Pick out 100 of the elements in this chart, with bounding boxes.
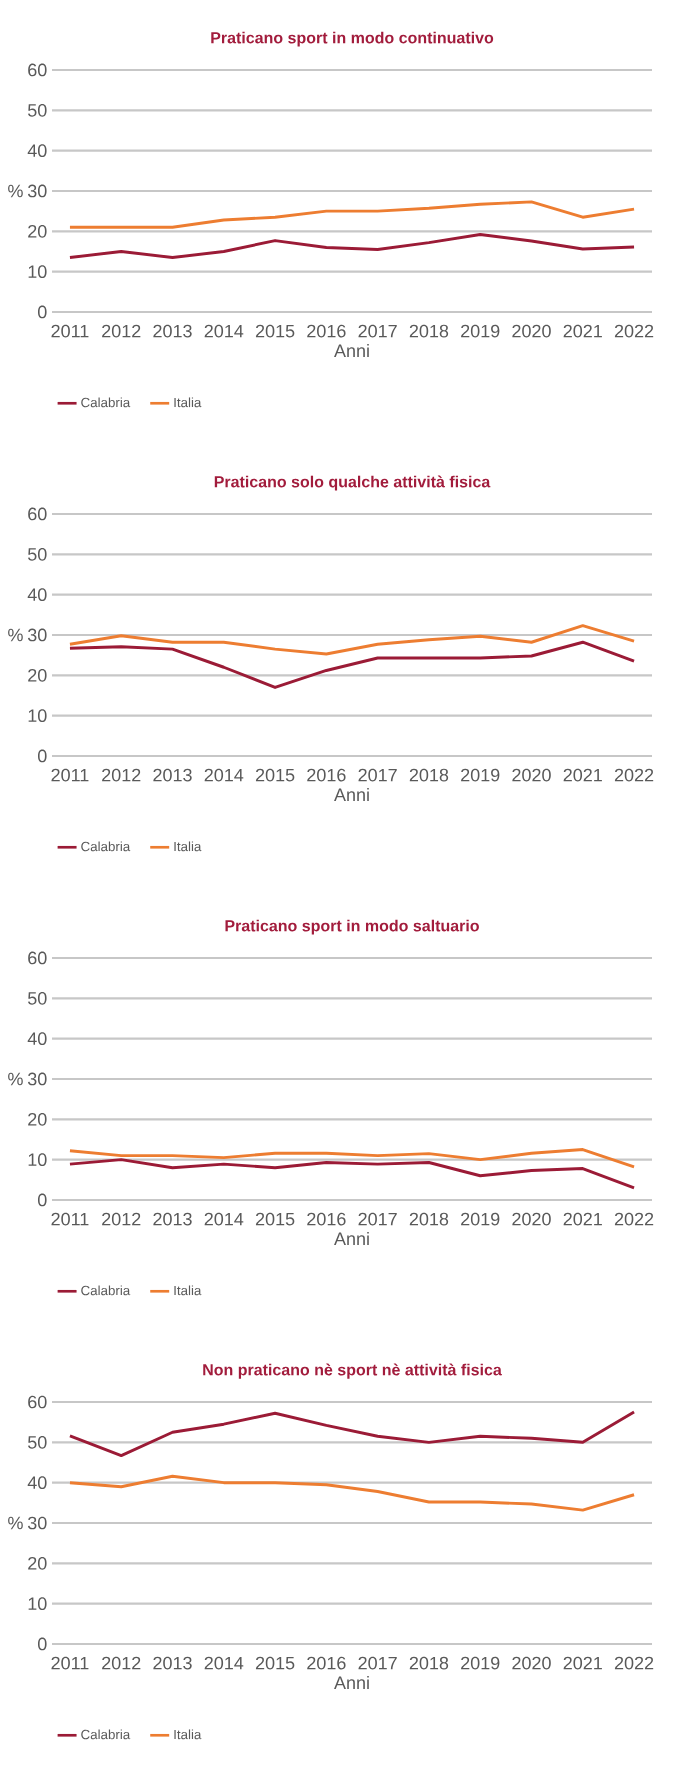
x-tick-label: 2019 <box>461 324 500 338</box>
x-tick-label: 2012 <box>102 768 141 782</box>
y-tick-label: 40 <box>27 1476 47 1490</box>
y-tick-label: 40 <box>27 588 47 602</box>
line-series <box>68 624 636 656</box>
line-series <box>68 1410 636 1458</box>
y-axis-title: % <box>8 1072 23 1086</box>
y-tick-label: 20 <box>28 1112 47 1126</box>
y-tick-label: 20 <box>28 668 47 682</box>
x-tick-label: 2013 <box>153 1656 192 1670</box>
x-tick-label: 2016 <box>307 768 346 782</box>
line-series <box>68 1474 636 1512</box>
x-tick-label: 2019 <box>461 1212 500 1226</box>
chart-title: Praticano solo qualche attività fisica <box>214 475 491 491</box>
x-tick-label: 2011 <box>51 1212 89 1226</box>
x-tick-label: 2022 <box>614 1656 654 1670</box>
y-tick-label: 0 <box>37 305 47 319</box>
chart-title: Non praticano nè sport nè attività fisica <box>203 1363 502 1379</box>
y-tick-label: 30 <box>27 1072 47 1086</box>
legend-label: Calabria <box>81 1729 131 1740</box>
y-tick-label: 50 <box>27 103 47 117</box>
line-series <box>68 1158 636 1190</box>
y-tick-label: 30 <box>27 628 47 642</box>
x-tick-label: 2021 <box>563 1656 602 1670</box>
x-tick-label: 2013 <box>153 768 192 782</box>
x-tick-label: 2011 <box>51 768 89 782</box>
legend-label: Calabria <box>81 841 131 852</box>
y-tick-label: 0 <box>37 1637 47 1651</box>
x-tick-label: 2020 <box>512 324 551 338</box>
y-tick-label: 60 <box>28 951 47 965</box>
y-tick-label: 20 <box>28 1556 47 1570</box>
y-axis-title: % <box>8 184 23 198</box>
y-tick-label: 0 <box>37 749 47 763</box>
x-tick-label: 2012 <box>102 324 141 338</box>
x-axis-title: Anni <box>334 1675 369 1689</box>
x-tick-label: 2017 <box>358 1212 397 1226</box>
x-tick-label: 2022 <box>614 1212 654 1226</box>
y-axis-title: % <box>8 1516 23 1530</box>
x-tick-label: 2019 <box>461 768 500 782</box>
x-tick-label: 2018 <box>409 768 449 782</box>
y-tick-label: 10 <box>28 709 47 723</box>
y-tick-label: 0 <box>37 1193 47 1207</box>
x-tick-label: 2019 <box>461 1656 500 1670</box>
y-tick-label: 30 <box>27 1516 47 1530</box>
chart-title: Praticano sport in modo saltuario <box>225 919 479 935</box>
x-tick-label: 2018 <box>409 1656 449 1670</box>
y-tick-label: 60 <box>28 63 47 77</box>
x-tick-label: 2022 <box>614 768 654 782</box>
x-tick-label: 2017 <box>358 324 397 338</box>
x-tick-label: 2018 <box>409 1212 449 1226</box>
x-tick-label: 2015 <box>255 768 295 782</box>
line-series <box>68 233 636 259</box>
y-tick-label: 10 <box>28 1153 47 1167</box>
y-tick-label: 30 <box>27 184 47 198</box>
y-tick-label: 50 <box>27 547 47 561</box>
legend-label: Italia <box>174 397 202 408</box>
x-tick-label: 2016 <box>307 1212 346 1226</box>
x-tick-label: 2014 <box>204 1212 244 1226</box>
x-axis-title: Anni <box>334 787 369 801</box>
x-tick-label: 2013 <box>153 324 192 338</box>
x-tick-label: 2021 <box>563 768 602 782</box>
x-tick-label: 2012 <box>102 1212 141 1226</box>
x-tick-label: 2016 <box>307 324 346 338</box>
x-tick-label: 2015 <box>255 1212 295 1226</box>
y-tick-label: 40 <box>27 144 47 158</box>
x-tick-label: 2011 <box>51 324 89 338</box>
y-tick-label: 10 <box>28 265 47 279</box>
legend-label: Italia <box>174 841 202 852</box>
x-tick-label: 2014 <box>204 324 244 338</box>
x-tick-label: 2021 <box>563 1212 602 1226</box>
legend-label: Italia <box>174 1729 202 1740</box>
x-tick-label: 2022 <box>614 324 654 338</box>
legend-label: Italia <box>174 1285 202 1296</box>
x-tick-label: 2016 <box>307 1656 346 1670</box>
x-tick-label: 2020 <box>512 1656 551 1670</box>
x-tick-label: 2011 <box>51 1656 89 1670</box>
legend-label: Calabria <box>81 1285 131 1296</box>
chart-title: Praticano sport in modo continuativo <box>211 31 494 47</box>
x-tick-label: 2017 <box>358 1656 397 1670</box>
x-tick-label: 2013 <box>153 1212 192 1226</box>
x-tick-label: 2014 <box>204 1656 244 1670</box>
legend-label: Calabria <box>81 397 131 408</box>
y-tick-label: 10 <box>28 1597 47 1611</box>
x-axis-title: Anni <box>334 343 369 357</box>
y-tick-label: 50 <box>27 991 47 1005</box>
y-tick-label: 60 <box>28 1395 47 1409</box>
y-axis-title: % <box>8 628 23 642</box>
x-tick-label: 2021 <box>563 324 602 338</box>
x-tick-label: 2017 <box>358 768 397 782</box>
x-tick-label: 2012 <box>102 1656 141 1670</box>
x-axis-title: Anni <box>334 1231 369 1245</box>
y-tick-label: 40 <box>27 1032 47 1046</box>
x-tick-label: 2014 <box>204 768 244 782</box>
x-tick-label: 2018 <box>409 324 449 338</box>
x-tick-label: 2015 <box>255 324 295 338</box>
y-tick-label: 20 <box>28 224 47 238</box>
y-tick-label: 60 <box>28 507 47 521</box>
x-tick-label: 2020 <box>512 768 551 782</box>
y-tick-label: 50 <box>27 1435 47 1449</box>
line-series <box>68 1148 636 1169</box>
